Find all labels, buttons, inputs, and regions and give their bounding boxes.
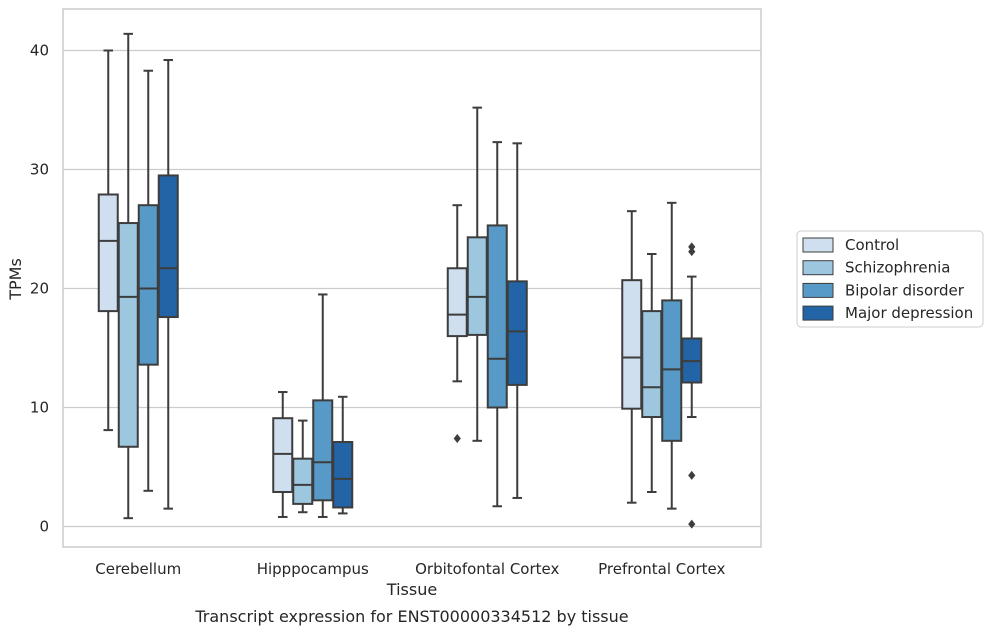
x-tick-labels: Cerebellum Hipppocampus Orbitofontal Corte… (95, 560, 725, 578)
box-major-depression (506, 142, 528, 499)
legend-swatch (802, 282, 834, 298)
plot-area-frame (62, 8, 762, 548)
box-iqr (272, 417, 294, 493)
legend-label: Control (845, 236, 899, 254)
box-iqr (97, 193, 119, 313)
legend: Control Schizophrenia Bipolar disorder Majo… (796, 230, 984, 328)
y-tick-labels: 0 10 20 30 40 (30, 42, 49, 536)
outlier-point (688, 247, 696, 257)
box-iqr (661, 299, 683, 442)
y-tick-label: 10 (30, 399, 49, 417)
box-control (621, 210, 643, 504)
box-iqr (117, 222, 139, 448)
outlier-point (688, 470, 696, 480)
box-control (97, 49, 119, 432)
legend-items: Control Schizophrenia Bipolar disorder Majo… (802, 236, 973, 322)
box-iqr (446, 267, 468, 338)
x-tick-label: Orbitofontal Cortex (415, 560, 559, 578)
legend-label: Bipolar disorder (845, 281, 965, 299)
legend-label: Major depression (845, 304, 973, 322)
box-control (272, 391, 294, 518)
legend-swatch (802, 305, 834, 321)
box-major-depression (332, 395, 354, 515)
box-iqr (506, 280, 528, 386)
x-tick-label: Cerebellum (95, 560, 181, 578)
box-bipolar-disorder (312, 293, 334, 518)
legend-swatch (802, 237, 834, 253)
boxes (97, 32, 703, 529)
legend-frame (796, 230, 984, 328)
box-major-depression (157, 59, 179, 510)
y-tick-label: 0 (39, 518, 49, 536)
y-axis-label: TPMs (6, 258, 25, 301)
box-schizophrenia (117, 32, 139, 520)
box-iqr (641, 310, 663, 419)
chart-caption: Transcript expression for ENST0000033451… (194, 607, 628, 626)
box-iqr (137, 204, 159, 366)
box-iqr (332, 441, 354, 509)
y-tick-label: 20 (30, 280, 49, 298)
outlier-point (453, 433, 461, 443)
legend-swatch (802, 260, 834, 276)
legend-label: Schizophrenia (845, 259, 950, 277)
box-major-depression (681, 242, 703, 529)
box-bipolar-disorder (486, 141, 508, 508)
box-iqr (486, 224, 508, 409)
box-iqr (292, 457, 314, 505)
box-control (446, 204, 468, 443)
y-tick-label: 30 (30, 161, 49, 179)
x-tick-label: Hipppocampus (257, 560, 369, 578)
y-tick-label: 40 (30, 42, 49, 60)
box-schizophrenia (466, 106, 488, 442)
box-bipolar-disorder (137, 69, 159, 492)
x-axis-label: Tissue (386, 580, 437, 599)
x-tick-label: Prefrontal Cortex (598, 560, 725, 578)
box-iqr (621, 279, 643, 410)
box-iqr (312, 399, 334, 502)
box-iqr (466, 236, 488, 336)
outlier-point (688, 519, 696, 529)
box-iqr (157, 174, 179, 319)
outlier-point (688, 242, 696, 252)
